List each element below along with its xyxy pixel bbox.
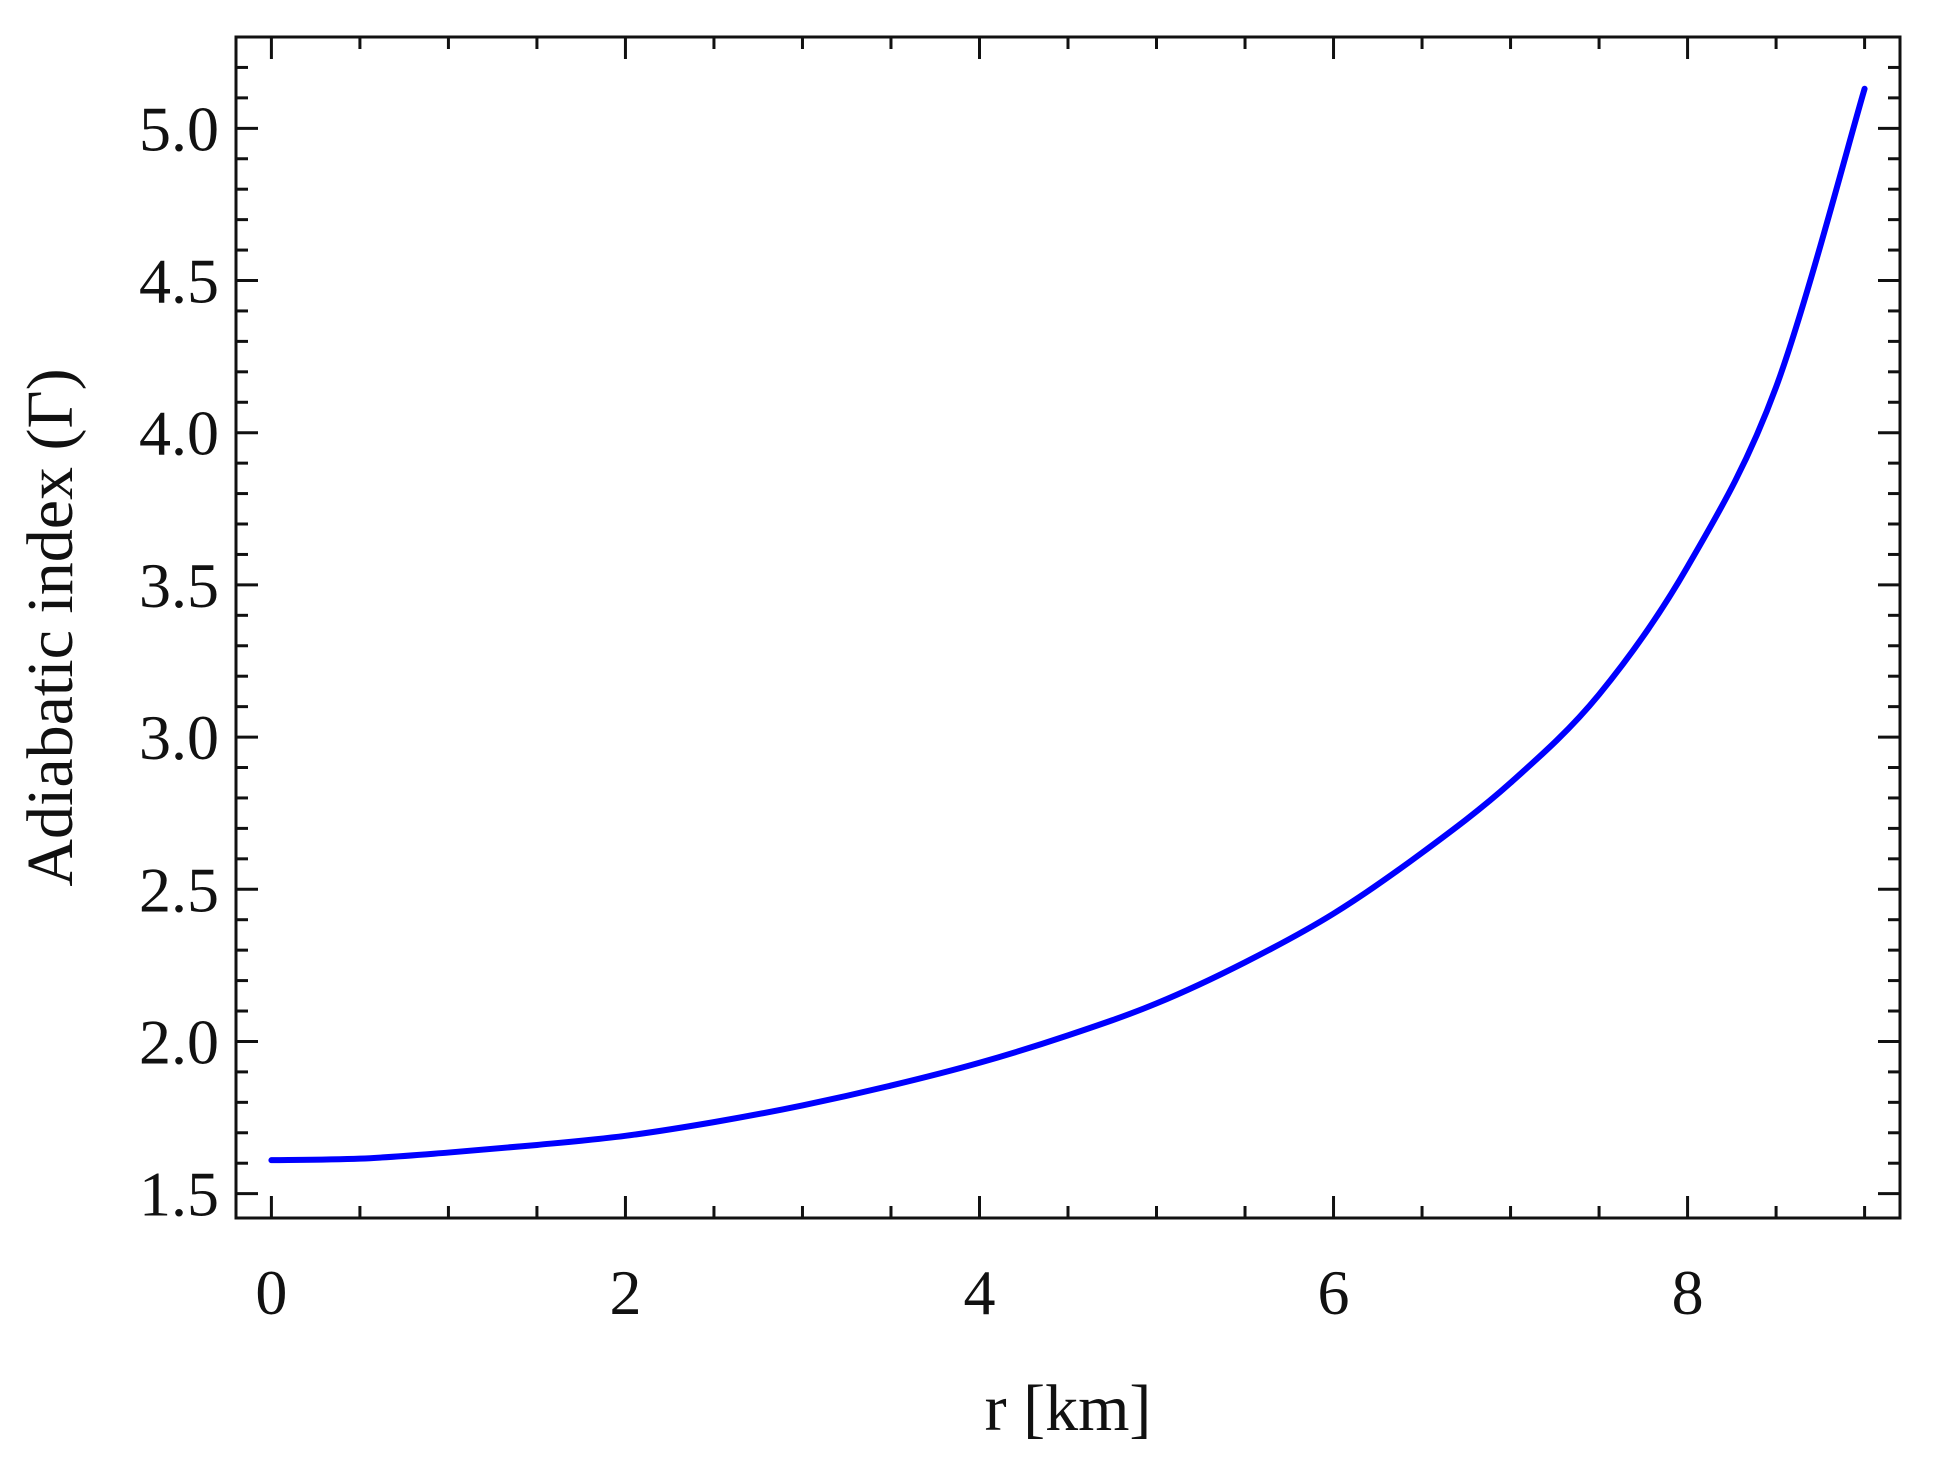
y-tick-label: 3.5: [139, 550, 219, 621]
x-tick-label: 0: [255, 1257, 287, 1328]
x-tick-label: 2: [609, 1257, 641, 1328]
x-tick-label: 6: [1318, 1257, 1350, 1328]
y-tick-label: 4.5: [139, 246, 219, 317]
tick-labels: 0 2 4 6 8 1.5 2.0 2.5 3.0 3.5 4.0 4.5 5.0: [139, 93, 1704, 1328]
y-axis-title: Adiabatic index (Γ): [14, 368, 87, 886]
plot-area: [268, 85, 1868, 1164]
x-tick-label: 8: [1672, 1257, 1704, 1328]
axis-ticks: [236, 37, 1900, 1218]
x-axis-title: r [km]: [985, 1372, 1152, 1445]
y-tick-label: 3.0: [139, 702, 219, 773]
y-tick-label: 5.0: [139, 93, 219, 164]
x-tick-label: 4: [963, 1257, 995, 1328]
y-tick-label: 2.0: [139, 1006, 219, 1077]
y-tick-label: 2.5: [139, 854, 219, 925]
y-tick-label: 1.5: [139, 1159, 219, 1230]
plot-frame: [234, 35, 1902, 1220]
y-tick-label: 4.0: [139, 398, 219, 469]
series-line: [268, 85, 1868, 1164]
